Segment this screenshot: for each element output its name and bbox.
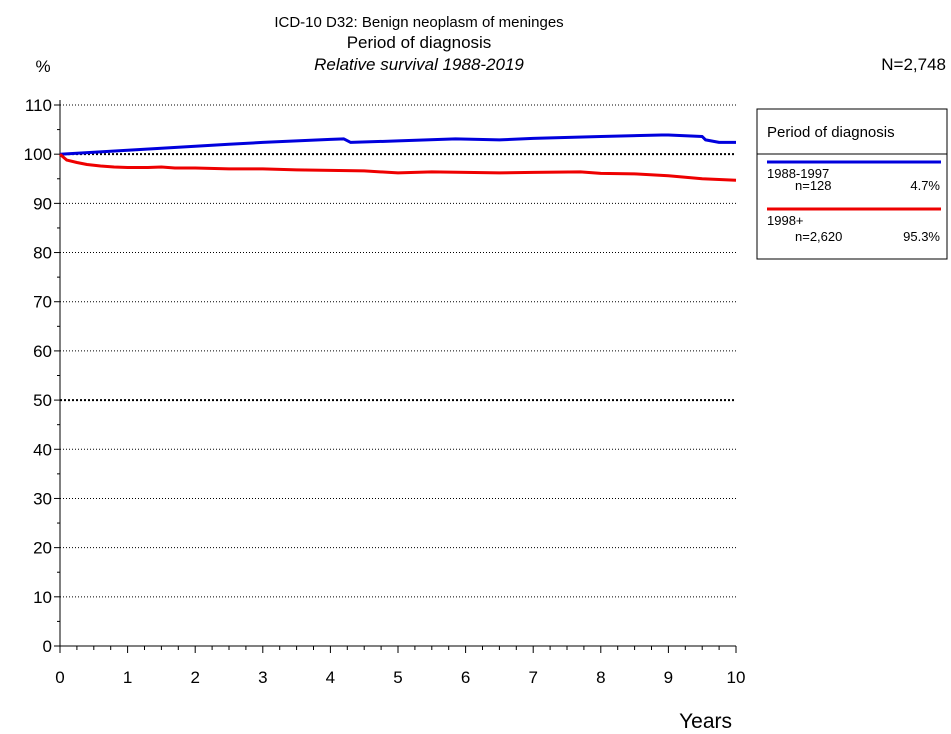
y-tick-label: 70 (33, 293, 52, 312)
legend-series-n: n=128 (795, 178, 832, 193)
legend-series-pct: 4.7% (910, 178, 940, 193)
legend-title: Period of diagnosis (767, 124, 895, 141)
x-ticks: 0 1 2 3 4 5 6 7 8 9 10 (55, 646, 745, 687)
y-tick-label: 100 (24, 145, 52, 164)
axes (59, 100, 736, 647)
series-line-1998- (59, 153, 737, 182)
gridlines (60, 104, 736, 598)
legend-series-n: n=2,620 (795, 229, 842, 244)
y-tick-label: 90 (33, 194, 52, 213)
chart-subtitle: Period of diagnosis (347, 33, 492, 52)
y-tick-label: 0 (43, 637, 52, 656)
x-axis-label: Years (679, 710, 732, 729)
y-tick-label: 50 (33, 391, 52, 410)
x-tick-label: 6 (461, 668, 470, 687)
legend-box (756, 108, 948, 260)
y-tick-label: 30 (33, 489, 52, 508)
x-tick-label: 5 (393, 668, 402, 687)
total-n-label: N=2,748 (881, 55, 946, 74)
series-line-1988-1997 (59, 133, 736, 156)
legend: Period of diagnosis 1988-1997 n=128 4.7%… (756, 108, 948, 260)
x-tick-label: 4 (326, 668, 335, 687)
legend-series-name: 1998+ (767, 213, 804, 228)
y-tick-label: 80 (33, 244, 52, 263)
x-tick-label: 8 (596, 668, 605, 687)
x-tick-label: 3 (258, 668, 267, 687)
chart-caption: Relative survival 1988-2019 (314, 55, 524, 74)
legend-series-name: 1988-1997 (767, 166, 829, 181)
y-tick-label: 10 (33, 588, 52, 607)
x-tick-label: 0 (55, 668, 64, 687)
y-ticks: 0 10 20 30 40 50 60 70 80 90 100 110 (24, 96, 60, 656)
y-tick-label: 110 (25, 96, 52, 115)
x-tick-label: 7 (528, 668, 537, 687)
x-tick-label: 1 (123, 668, 132, 687)
chart-title: ICD-10 D32: Benign neoplasm of meninges (274, 14, 563, 31)
x-tick-label: 2 (190, 668, 199, 687)
y-axis-label: % (35, 57, 50, 76)
series-lines (59, 133, 737, 182)
y-tick-label: 60 (33, 342, 52, 361)
x-tick-label: 10 (727, 668, 746, 687)
x-tick-label: 9 (664, 668, 673, 687)
y-tick-label: 40 (33, 440, 52, 459)
legend-series-pct: 95.3% (903, 229, 940, 244)
y-tick-label: 20 (33, 539, 52, 558)
